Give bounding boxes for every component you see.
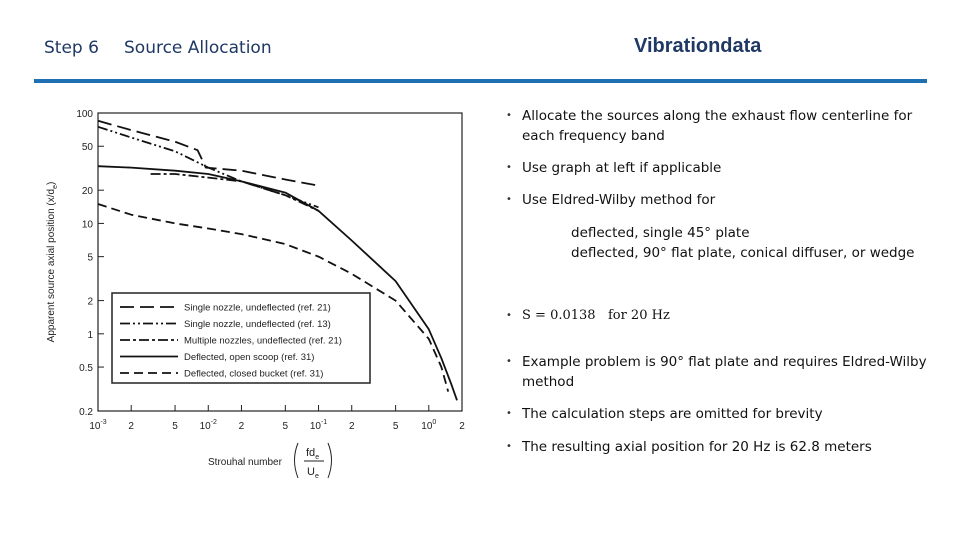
legend-label: Single nozzle, undeflected (ref. 21) bbox=[184, 303, 331, 314]
bullet-text: Use Eldred-Wilby method for bbox=[522, 192, 716, 208]
bullet-dot: • bbox=[506, 162, 512, 173]
bullet-dot: • bbox=[506, 110, 512, 121]
x-tick-label: 2 bbox=[349, 421, 355, 432]
right-paren bbox=[327, 442, 332, 479]
step-label: Step 6 bbox=[44, 38, 99, 58]
series-line-4 bbox=[97, 165, 458, 401]
x-tick-label: 2 bbox=[128, 421, 134, 432]
x-tick-label: 10-2 bbox=[200, 419, 217, 432]
header-rule bbox=[34, 79, 927, 83]
bullet-dot: • bbox=[506, 408, 512, 419]
legend-box bbox=[111, 292, 371, 384]
y-tick-label: 2 bbox=[87, 297, 93, 308]
bullet-dot: • bbox=[506, 356, 512, 367]
series-line-5 bbox=[97, 203, 450, 392]
x-axis-label: Strouhal number bbox=[208, 457, 283, 468]
x-tick-label: 5 bbox=[393, 421, 399, 432]
x-tick-label: 10-3 bbox=[89, 419, 106, 432]
legend-label: Single nozzle, undeflected (ref. 13) bbox=[184, 319, 331, 330]
left-paren bbox=[294, 442, 299, 479]
y-axis-label: Apparent source axial position (x/de) bbox=[46, 182, 59, 343]
y-tick-label: 0.2 bbox=[79, 407, 93, 418]
series-line-3 bbox=[150, 173, 319, 212]
y-tick-label: 20 bbox=[82, 186, 94, 197]
y-tick-label: 100 bbox=[76, 109, 93, 120]
bullet-text: The calculation steps are omitted for br… bbox=[522, 406, 823, 422]
y-tick-label: 5 bbox=[87, 253, 93, 264]
x-tick-label: 2 bbox=[459, 421, 465, 432]
y-tick-label: 1 bbox=[87, 330, 93, 341]
brand-title: Vibrationdata bbox=[634, 35, 762, 57]
y-tick-label: 50 bbox=[82, 142, 94, 153]
x-tick-label: 100 bbox=[421, 419, 436, 432]
series-line-1 bbox=[97, 119, 319, 187]
bullet-dot: • bbox=[506, 441, 512, 452]
y-tick-label: 0.5 bbox=[79, 363, 93, 374]
x-tick-label: 5 bbox=[172, 421, 178, 432]
bullet-text: The resulting axial position for 20 Hz i… bbox=[522, 439, 872, 455]
x-tick-label: 2 bbox=[239, 421, 245, 432]
sub-item-90-plate: deflected, 90° flat plate, conical diffu… bbox=[571, 245, 915, 261]
fraction-numerator: fde bbox=[306, 447, 319, 461]
legend-label: Deflected, open scoop (ref. 31) bbox=[184, 352, 314, 363]
bullet-dot: • bbox=[506, 310, 512, 321]
chart-svg: 100 50 20 10 5 2 1 0.5 0.210-3 2 5 10-2 2 5 10-1 2 5 100 2… bbox=[46, 109, 465, 480]
plot-frame bbox=[97, 112, 463, 412]
y-tick-label: 10 bbox=[82, 219, 94, 230]
bullet-text: Example problem is 90° flat plate and re… bbox=[522, 354, 927, 390]
bullet-text: Allocate the sources along the exhaust f… bbox=[522, 108, 913, 144]
bullet-text: Use graph at left if applicable bbox=[522, 160, 722, 176]
x-tick-label: 10-1 bbox=[310, 419, 327, 432]
legend-label: Deflected, closed bucket (ref. 31) bbox=[184, 369, 323, 380]
strouhal-chart: 100 50 20 10 5 2 1 0.5 0.2 10-3 2 5 10-2 2 5 10-1 2 5 100 2… bbox=[30, 95, 470, 505]
legend-label: Multiple nozzles, undeflected (ref. 21) bbox=[184, 336, 342, 347]
series-line-2 bbox=[97, 125, 319, 209]
fraction-denominator: Ue bbox=[307, 466, 319, 480]
bullet-dot: • bbox=[506, 194, 512, 205]
sub-item-45-plate: deflected, single 45° plate bbox=[571, 225, 750, 241]
section-title: Source Allocation bbox=[124, 38, 272, 58]
x-tick-label: 5 bbox=[283, 421, 289, 432]
bullet-text: S = 0.0138 for 20 Hz bbox=[522, 308, 670, 323]
